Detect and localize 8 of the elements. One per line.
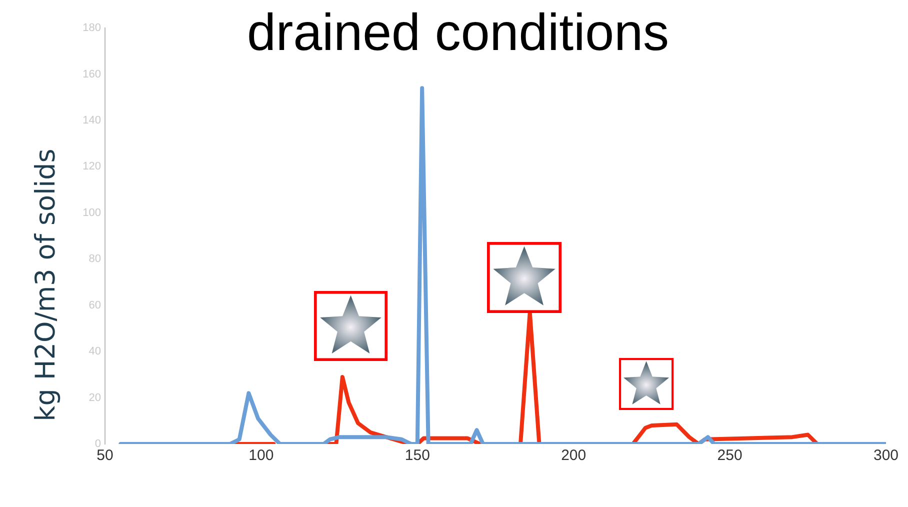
y-axis-title: kg H2O/m3 of solids [30, 148, 62, 422]
x-tick-label: 150 [404, 447, 430, 464]
x-tick-label: 100 [248, 447, 274, 464]
x-tick-label: 200 [561, 447, 586, 464]
x-tick-label: 250 [717, 447, 742, 464]
chart-title: drained conditions [246, 4, 670, 62]
x-tick-label: 50 [96, 447, 114, 464]
x-tick-label: 300 [873, 447, 899, 464]
